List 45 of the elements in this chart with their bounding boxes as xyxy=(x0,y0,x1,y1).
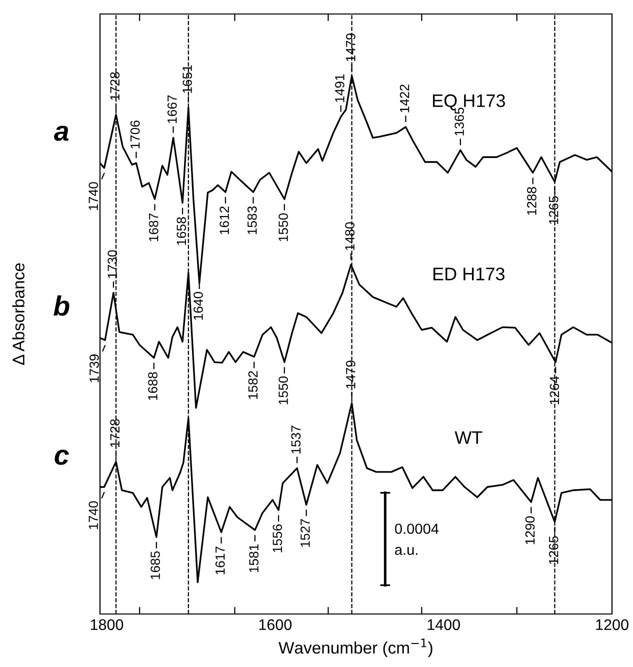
annotation: 1265 xyxy=(548,536,558,564)
annotation: 1740 xyxy=(88,182,98,210)
annotation: 1740 xyxy=(88,501,98,530)
annotation: 1583 xyxy=(247,206,257,234)
x-tick-label: 1600 xyxy=(259,619,292,630)
annotation: 1264 xyxy=(550,376,560,404)
annotation: 1728 xyxy=(110,72,120,100)
annotation: 1422 xyxy=(400,84,410,112)
annotation: 1550 xyxy=(278,376,288,404)
annotation: 0.0004 xyxy=(394,524,439,534)
text: c xyxy=(54,450,69,465)
text: b xyxy=(54,295,70,316)
annotation: 1290 xyxy=(525,516,535,544)
x-tick-label: 1200 xyxy=(596,619,628,630)
annotation: 1582 xyxy=(248,371,258,399)
annotation: 1687 xyxy=(148,213,158,242)
x-axis-title: Wavenumber (cm$^{−1}$) xyxy=(278,638,432,657)
series-label: ED H173 xyxy=(433,268,504,280)
series-label: WT xyxy=(454,431,482,444)
annotation: 1658 xyxy=(176,217,186,245)
annotation: 1617 xyxy=(215,546,225,574)
annotation: 1685 xyxy=(150,551,160,580)
annotation: 1288 xyxy=(527,187,536,215)
x-tick-label: 1400 xyxy=(428,619,460,630)
annotation: 1651 xyxy=(182,65,192,93)
annotation: 1550 xyxy=(278,213,288,242)
annotation: 1527 xyxy=(300,519,310,547)
annotation: 1739 xyxy=(90,354,99,382)
annotation: 1640 xyxy=(194,292,203,320)
annotation: 1491 xyxy=(335,74,344,102)
y-axis-title: Δ Absorbance xyxy=(12,263,24,365)
annotation: a.u. xyxy=(395,546,418,555)
text: a xyxy=(54,126,69,141)
annotation: 1728 xyxy=(110,419,120,447)
annotation: 1581 xyxy=(249,544,258,572)
annotation: 1556 xyxy=(272,524,282,552)
annotation: 1479 xyxy=(346,33,356,62)
annotation: 1612 xyxy=(220,206,230,234)
annotation: 1688 xyxy=(148,372,158,400)
annotation: 1265 xyxy=(548,196,558,224)
annotation: 1667 xyxy=(167,95,177,124)
annotation: 1537 xyxy=(291,426,301,454)
x-tick-label: 1800 xyxy=(90,619,124,630)
annotation: 1479 xyxy=(346,360,356,388)
annotation: 1706 xyxy=(130,120,140,148)
